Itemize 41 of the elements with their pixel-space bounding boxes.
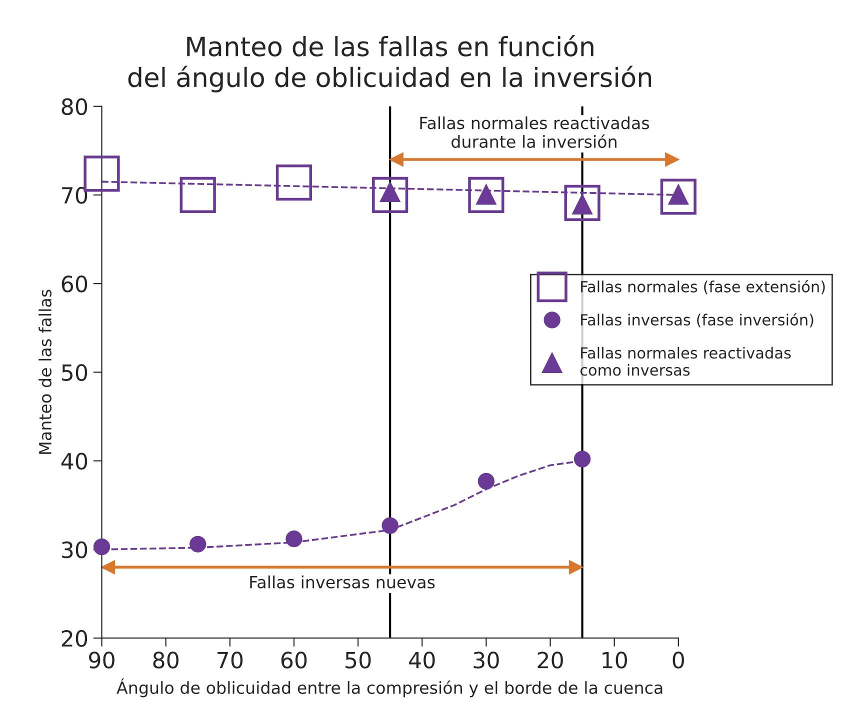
x-axis-title: Ángulo de oblicuidad entre la compresión y el borde de la cuenca [116,678,662,698]
x-tick-label: 20 [538,652,563,668]
y-axis-title: Manteo de las fallas [38,290,52,454]
point [372,176,408,214]
point [101,560,116,574]
point [665,152,679,166]
y-tick-label: 80 [62,98,88,116]
y-tick-label: 50 [62,364,88,381]
legend-label: Fallas normales (fase extensión) [581,280,825,294]
legend-label: Fallas normales reactivadas como inversas [580,346,791,376]
x-tick-label: 0 [672,652,684,668]
y-tick-label: 20 [62,630,88,647]
point [468,176,504,214]
y-tick-label: 70 [62,186,88,204]
point [660,178,696,215]
point [180,176,216,214]
point [574,450,591,468]
point [93,538,110,556]
annotation: Fallas inversas nuevas [250,576,435,588]
y-tick-label: 40 [61,452,88,470]
x-tick-label: 60 [281,652,307,668]
x-tick-label: 30 [474,652,499,668]
x-tick-label: 90 [89,652,114,668]
point [564,184,600,222]
x-tick-label: 50 [346,652,371,668]
x-tick-label: 10 [602,652,627,668]
x-tick-label: 80 [153,652,178,668]
point [568,560,583,574]
chart-title: Manteo de las fallas en función del ángulo de oblicuidad en la inversión [128,34,652,92]
point [190,536,206,552]
point [390,152,404,166]
point [382,517,398,534]
annotation: Fallas normales reactivadas durante la inversión [420,116,650,148]
point [478,472,495,490]
y-tick-label: 30 [62,541,88,558]
point [276,164,312,201]
point [286,530,302,548]
x-tick-label: 40 [409,652,435,668]
legend-label: Fallas inversas (fase inversión) [581,313,814,328]
x-tick-label: 70 [218,652,243,668]
y-tick-label: 60 [62,276,88,292]
